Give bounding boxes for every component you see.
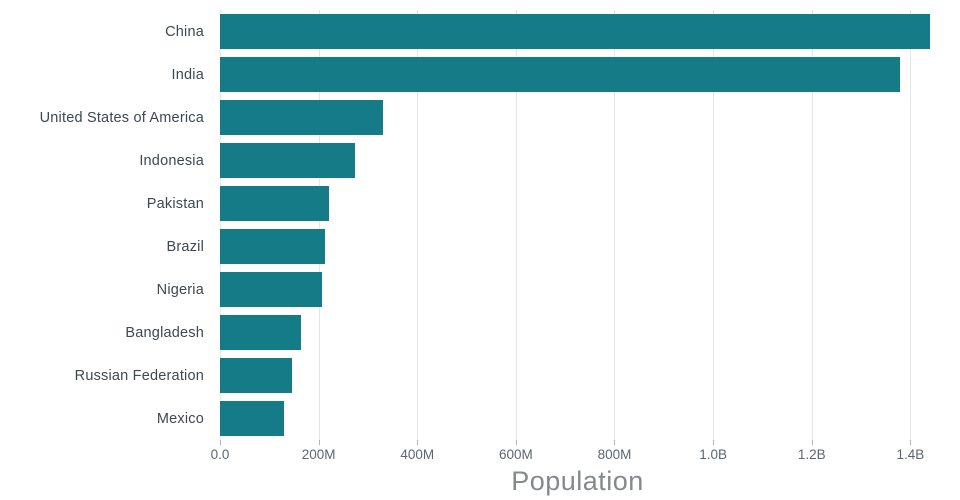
gridline bbox=[910, 10, 912, 440]
bar-china bbox=[220, 14, 930, 49]
x-tickmark bbox=[318, 440, 320, 445]
bar-nigeria bbox=[220, 272, 322, 307]
x-tick-label: 200M bbox=[301, 447, 336, 462]
gridline bbox=[614, 10, 616, 440]
category-label-united-states-of-america: United States of America bbox=[39, 109, 204, 126]
x-tickmark bbox=[811, 440, 813, 445]
x-axis-title: Population bbox=[511, 466, 644, 496]
x-tickmark bbox=[910, 440, 912, 445]
x-tickmark bbox=[713, 440, 715, 445]
x-tick-label: 400M bbox=[400, 447, 435, 462]
x-tickmark bbox=[220, 440, 221, 445]
x-axis-ticklabels: 0.0 200M 400M 600M 800M 1.0B 1.2B 1.4B bbox=[211, 447, 935, 465]
category-label-pakistan: Pakistan bbox=[146, 195, 204, 212]
gridline bbox=[515, 10, 517, 440]
category-label-india: India bbox=[171, 66, 204, 83]
x-tick-label: 0.0 bbox=[210, 447, 230, 462]
category-label-bangladesh: Bangladesh bbox=[125, 324, 204, 341]
category-label-indonesia: Indonesia bbox=[139, 152, 204, 169]
gridline bbox=[417, 10, 419, 440]
x-tick-label: 1.2B bbox=[797, 447, 826, 462]
bar-mexico bbox=[220, 401, 284, 436]
bar-russian-federation bbox=[220, 358, 292, 393]
category-label-russian-federation: Russian Federation bbox=[74, 367, 204, 384]
bar-pakistan bbox=[220, 186, 329, 221]
plot-area bbox=[220, 10, 935, 440]
x-tickmark bbox=[417, 440, 419, 445]
bar-indonesia bbox=[220, 143, 355, 178]
gridline bbox=[811, 10, 813, 440]
bar-brazil bbox=[220, 229, 325, 264]
gridline bbox=[220, 10, 221, 440]
bar-india bbox=[220, 57, 901, 92]
category-label-brazil: Brazil bbox=[166, 238, 204, 255]
gridline bbox=[713, 10, 715, 440]
x-axis-tickmarks bbox=[220, 440, 935, 446]
x-tick-label: 1.4B bbox=[896, 447, 925, 462]
x-tickmark bbox=[614, 440, 616, 445]
bar-bangladesh bbox=[220, 315, 302, 350]
category-axis: China India United States of America Indone… bbox=[0, 10, 212, 440]
category-label-china: China bbox=[165, 23, 204, 40]
category-label-mexico: Mexico bbox=[156, 410, 204, 427]
bar-united-states-of-america bbox=[220, 100, 384, 135]
gridline bbox=[318, 10, 320, 440]
x-tickmark bbox=[515, 440, 517, 445]
x-tick-label: 800M bbox=[597, 447, 632, 462]
x-tick-label: 1.0B bbox=[699, 447, 727, 462]
x-tick-label: 600M bbox=[498, 447, 533, 462]
category-label-nigeria: Nigeria bbox=[156, 281, 204, 298]
